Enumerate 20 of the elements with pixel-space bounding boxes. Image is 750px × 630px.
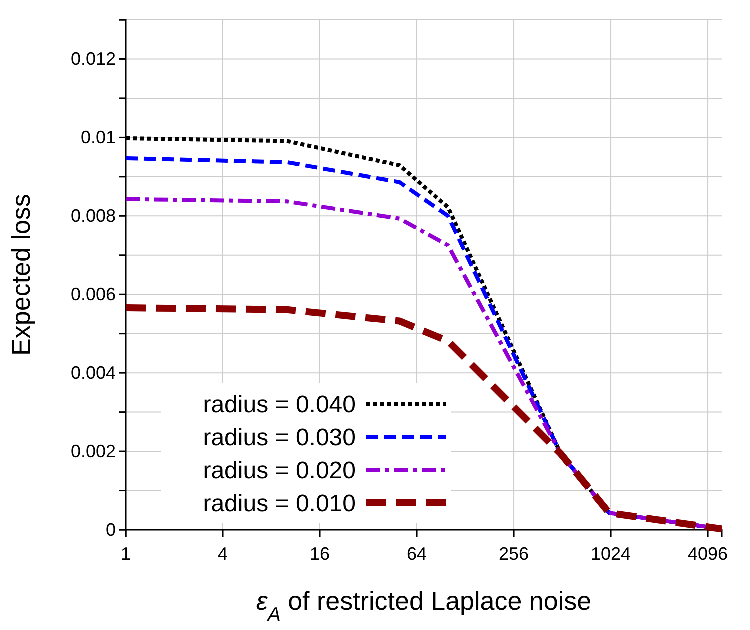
legend-label: radius = 0.030 — [203, 424, 356, 452]
x-axis-title: ε$_{A}$ of restricted Laplace noise — [256, 586, 592, 626]
x-tick-label: 1 — [120, 544, 132, 564]
x-tick-label: 1024 — [591, 544, 632, 564]
x-tick-label: 256 — [499, 544, 530, 564]
y-tick-label: 0.01 — [80, 127, 116, 148]
y-tick-label: 0.012 — [70, 48, 116, 69]
legend-label: radius = 0.010 — [203, 490, 356, 518]
y-axis-title: Expected loss — [6, 194, 36, 356]
y-tick-label: 0.002 — [70, 441, 116, 462]
legend-label: radius = 0.020 — [203, 457, 356, 484]
y-tick-label: 0.006 — [70, 284, 116, 304]
legend-label: radius = 0.040 — [203, 391, 356, 418]
x-tick-label: 16 — [310, 544, 330, 564]
y-tick-label: 0.008 — [70, 206, 116, 226]
y-tick-label: 0.004 — [70, 362, 116, 383]
x-tick-label: 4 — [218, 544, 228, 564]
x-tick-label: 4096 — [688, 544, 728, 564]
y-tick-label: 0 — [106, 520, 116, 540]
x-tick-label: 64 — [407, 544, 428, 564]
